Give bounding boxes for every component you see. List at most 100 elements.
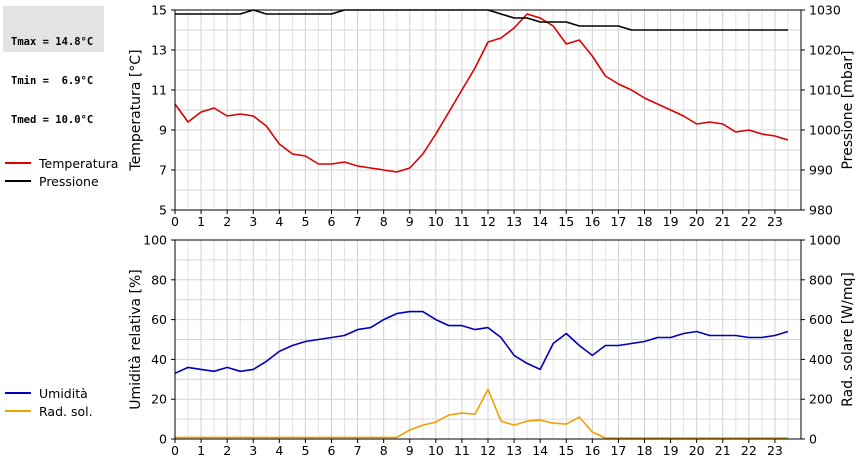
top-y2-tick-label: 1000 xyxy=(809,123,841,138)
bottom-x-tick-label: 1 xyxy=(197,443,205,458)
legend-item-pressione: Pressione xyxy=(5,172,118,190)
bottom-y2-tick-label: 0 xyxy=(809,432,817,447)
legend-swatch-temperatura xyxy=(5,162,31,164)
bottom-y2-tick-label: 1000 xyxy=(809,233,841,248)
bottom-chart-legend: Umidità Rad. sol. xyxy=(5,384,93,420)
tmed-text: Tmed = 10.0°C xyxy=(11,114,94,126)
bottom-y-tick-label: 80 xyxy=(151,272,167,287)
bottom-x-tick-label: 7 xyxy=(354,443,362,458)
bottom-series-rad-sol xyxy=(175,388,788,439)
top-x-tick-label: 13 xyxy=(506,214,522,229)
bottom-x-tick-label: 13 xyxy=(506,443,522,458)
top-y2-tick-label: 1010 xyxy=(809,83,841,98)
bottom-x-tick-label: 18 xyxy=(637,443,653,458)
top-y-tick-label: 15 xyxy=(151,3,167,18)
top-x-tick-label: 8 xyxy=(380,214,388,229)
bottom-x-tick-label: 6 xyxy=(328,443,336,458)
top-x-tick-label: 14 xyxy=(532,214,548,229)
legend-item-temperatura: Temperatura xyxy=(5,154,118,172)
legend-swatch-umidita xyxy=(5,392,31,394)
legend-label-pressione: Pressione xyxy=(39,173,99,189)
top-x-tick-label: 12 xyxy=(480,214,496,229)
legend-label-umidita: Umidità xyxy=(39,385,88,401)
bottom-x-tick-label: 19 xyxy=(663,443,679,458)
top-y-tick-label: 5 xyxy=(159,203,167,218)
top-series-pressione xyxy=(175,9,788,31)
legend-item-rad-sol: Rad. sol. xyxy=(5,402,93,420)
bottom-y-tick-label: 100 xyxy=(143,233,167,248)
top-x-tick-label: 16 xyxy=(584,214,600,229)
legend-swatch-rad-sol xyxy=(5,410,31,412)
top-y-tick-label: 11 xyxy=(151,83,167,98)
tmax-text: Tmax = 14.8°C xyxy=(11,36,94,48)
top-x-tick-label: 3 xyxy=(249,214,257,229)
bottom-x-tick-label: 20 xyxy=(689,443,705,458)
bottom-x-tick-label: 8 xyxy=(380,443,388,458)
top-y-axis-label: Temperatura [°C] xyxy=(128,49,144,171)
bottom-x-tick-label: 3 xyxy=(249,443,257,458)
bottom-x-tick-label: 12 xyxy=(480,443,496,458)
bottom-x-tick-label: 2 xyxy=(223,443,231,458)
bottom-y-tick-label: 60 xyxy=(151,312,167,327)
bottom-y2-tick-label: 800 xyxy=(809,272,833,287)
tmin-text: Tmin = 6.9°C xyxy=(11,75,94,87)
bottom-y2-tick-label: 400 xyxy=(809,352,833,367)
temperature-stats-box: Tmax = 14.8°C Tmin = 6.9°C Tmed = 10.0°C xyxy=(3,6,104,126)
top-x-tick-label: 10 xyxy=(428,214,444,229)
bottom-x-tick-label: 22 xyxy=(741,443,757,458)
top-x-tick-label: 19 xyxy=(663,214,679,229)
bottom-y-axis-label: Umidità relativa [%] xyxy=(128,269,144,410)
top-x-tick-label: 15 xyxy=(558,214,574,229)
bottom-series-umidit xyxy=(174,310,789,375)
top-chart-legend: Temperatura Pressione xyxy=(5,154,118,190)
top-x-tick-label: 17 xyxy=(610,214,626,229)
top-y2-tick-label: 1030 xyxy=(809,3,841,18)
top-y2-tick-label: 990 xyxy=(809,163,833,178)
bottom-y2-tick-label: 200 xyxy=(809,392,833,407)
top-x-tick-label: 5 xyxy=(301,214,309,229)
bottom-x-tick-label: 5 xyxy=(301,443,309,458)
top-chart: 0 1 2 3 4 5 6 7 8 9 10 11 12 13 14 15 16 17 18 19 20 21 22 2357… xyxy=(128,3,856,230)
bottom-y-tick-label: 40 xyxy=(151,352,167,367)
top-y2-tick-label: 1020 xyxy=(809,43,841,58)
top-y2-tick-label: 980 xyxy=(809,203,833,218)
top-x-tick-label: 11 xyxy=(454,214,470,229)
bottom-y-tick-label: 20 xyxy=(151,392,167,407)
top-x-tick-label: 2 xyxy=(223,214,231,229)
top-x-tick-label: 6 xyxy=(328,214,336,229)
bottom-chart: 0 1 2 3 4 5 6 7 8 9 10 11 12 13 14 15 16 17 18 19 20 21 22 2302… xyxy=(128,233,856,459)
bottom-x-tick-label: 10 xyxy=(428,443,444,458)
legend-label-rad-sol: Rad. sol. xyxy=(39,403,93,419)
top-x-tick-label: 21 xyxy=(715,214,731,229)
top-y2-axis-label: Pressione [mbar] xyxy=(840,50,856,169)
legend-item-umidita: Umidità xyxy=(5,384,93,402)
top-x-tick-label: 22 xyxy=(741,214,757,229)
top-y-tick-label: 7 xyxy=(159,163,167,178)
top-series-temperatura xyxy=(174,13,789,173)
bottom-x-tick-label: 11 xyxy=(454,443,470,458)
top-x-tick-label: 1 xyxy=(197,214,205,229)
bottom-y2-tick-label: 600 xyxy=(809,312,833,327)
bottom-x-tick-label: 0 xyxy=(171,443,179,458)
top-x-tick-label: 20 xyxy=(689,214,705,229)
top-x-tick-label: 4 xyxy=(275,214,283,229)
top-y-tick-label: 13 xyxy=(151,43,167,58)
bottom-x-tick-label: 17 xyxy=(610,443,626,458)
bottom-y2-axis-label: Rad. solare [W/mq] xyxy=(840,272,856,407)
legend-swatch-pressione xyxy=(5,180,31,182)
bottom-x-tick-label: 14 xyxy=(532,443,548,458)
top-y-tick-label: 9 xyxy=(159,123,167,138)
bottom-x-tick-label: 16 xyxy=(584,443,600,458)
top-x-tick-label: 0 xyxy=(171,214,179,229)
top-x-tick-label: 7 xyxy=(354,214,362,229)
legend-label-temperatura: Temperatura xyxy=(39,155,119,171)
bottom-x-tick-label: 21 xyxy=(715,443,731,458)
bottom-x-tick-label: 23 xyxy=(767,443,783,458)
top-x-tick-label: 9 xyxy=(406,214,414,229)
bottom-x-tick-label: 4 xyxy=(275,443,283,458)
bottom-x-tick-label: 9 xyxy=(406,443,414,458)
top-x-tick-label: 23 xyxy=(767,214,783,229)
bottom-x-tick-label: 15 xyxy=(558,443,574,458)
top-x-tick-label: 18 xyxy=(637,214,653,229)
